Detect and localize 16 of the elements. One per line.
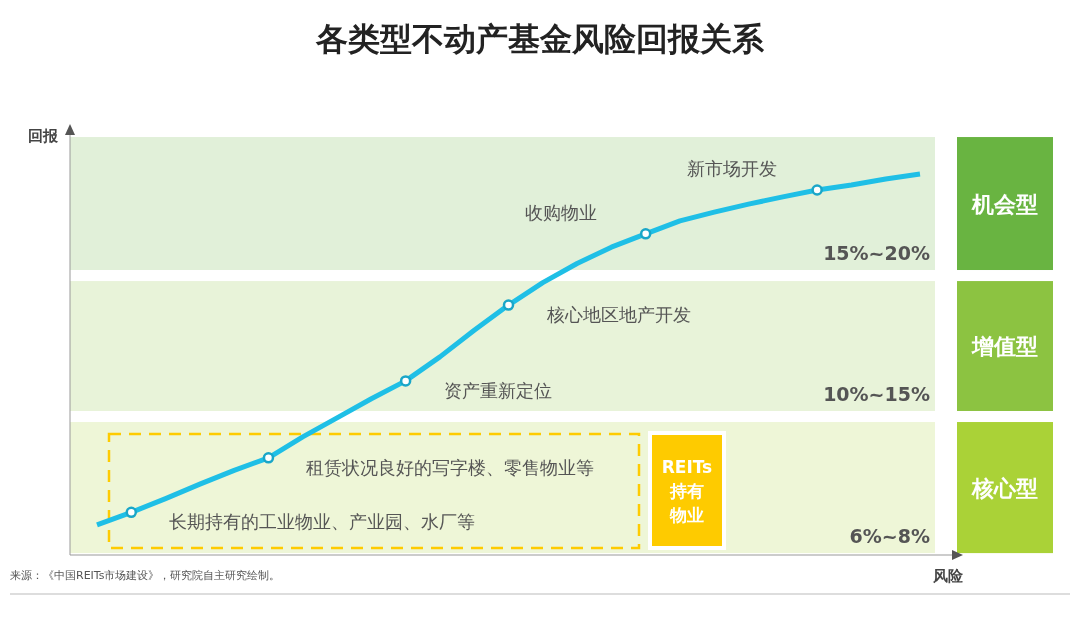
annotation: 15%~20% (823, 242, 930, 265)
annotation: 新市场开发 (687, 158, 778, 179)
source-note: 来源：《中国REITs市场建设》，研究院自主研究绘制。 (10, 568, 281, 583)
y-axis-title: 回报 (28, 127, 59, 145)
annotation: 租赁状况良好的写字楼、零售物业等 (306, 456, 595, 478)
band-label: 增值型 (971, 334, 1038, 360)
annotation: 核心地区地产开发 (545, 304, 691, 326)
x-axis-title: 风险 (932, 567, 964, 585)
annotation: 长期持有的工业物业、产业园、水厂等 (169, 511, 476, 533)
annotation: 10%~15% (823, 382, 930, 405)
band-label: 机会型 (971, 191, 1038, 217)
chart-title: 各类型不动产基金风险回报关系 (315, 20, 765, 58)
band-label: 核心型 (971, 475, 1038, 501)
annotation: 资产重新定位 (443, 379, 552, 401)
annotation: 6%~8% (849, 525, 930, 548)
annotation: 收购物业 (524, 201, 597, 223)
